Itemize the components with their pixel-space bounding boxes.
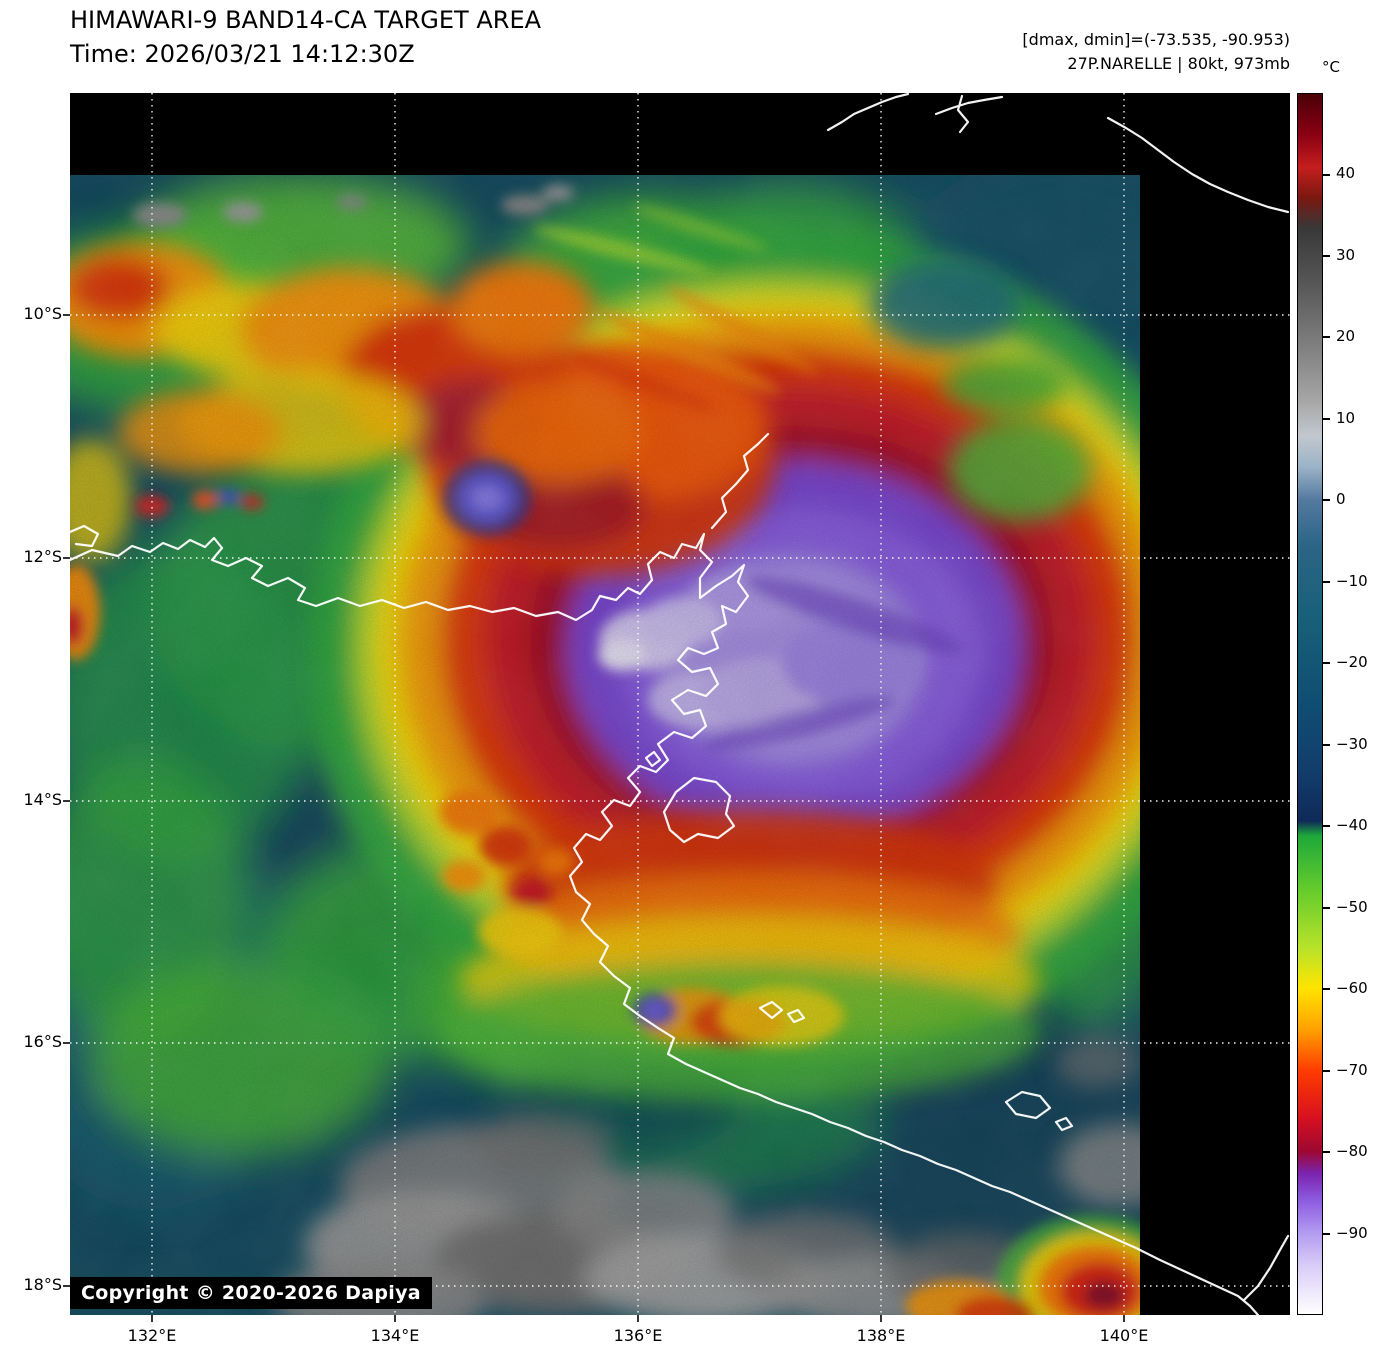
copyright-notice: Copyright © 2020-2026 Dapiya [70,1277,432,1309]
figure-title: HIMAWARI-9 BAND14-CA TARGET AREA [70,6,542,34]
satellite-imagery [70,175,1140,1315]
colorbar-tick-label: −50 [1336,898,1368,916]
coastline-mornington-island [1004,1090,1074,1132]
coastline-pellew-islands [758,1000,806,1024]
dmax-dmin-label: [dmax, dmin]=(-73.535, -90.953) [1022,30,1290,49]
colorbar-tick-label: −90 [1336,1224,1368,1242]
colorbar-tick-label: 20 [1336,327,1356,345]
colorbar-tick-label: 10 [1336,409,1356,427]
lat-tick-label-14s: 14°S [23,790,62,809]
lon-tick-label-140e: 140°E [1099,1326,1149,1345]
lon-tick-label-138e: 138°E [856,1326,906,1345]
colorbar-tick [1323,336,1330,338]
coastline-groote-eylandt [662,776,736,844]
lon-tick-label-136e: 136°E [613,1326,663,1345]
colorbar-tick-label: −80 [1336,1142,1368,1160]
colorbar-tick [1323,1070,1330,1072]
lon-tick-label-134e: 134°E [370,1326,420,1345]
colorbar-tick [1323,1233,1330,1235]
colorbar-tick [1323,1151,1330,1153]
colorbar-tick-label: −10 [1336,572,1368,590]
colorbar-tick [1323,907,1330,909]
colorbar-tick [1323,744,1330,746]
colorbar-tick [1323,581,1330,583]
colorbar-tick [1323,499,1330,501]
colorbar-tick-label: −70 [1336,1061,1368,1079]
colorbar-tick [1323,988,1330,990]
colorbar-unit-label: °C [1322,58,1340,76]
coastline-melville-island [70,524,100,548]
lat-tick-label-10s: 10°S [23,304,62,323]
lat-tick-label-18s: 18°S [23,1275,62,1294]
colorbar-tick-label: −60 [1336,979,1368,997]
axis-tick-marks [63,314,1125,1322]
colorbar-tick [1323,174,1330,176]
colorbar-tick-label: −40 [1336,816,1368,834]
figure-timestamp: Time: 2026/03/21 14:12:30Z [70,40,415,68]
storm-info-label: 27P.NARELLE | 80kt, 973mb [1067,54,1290,73]
coastline-new-guinea [826,93,1290,214]
colorbar-tick-label: 0 [1336,490,1346,508]
coastline-cape-york [1242,1234,1290,1302]
lat-tick-label-16s: 16°S [23,1032,62,1051]
lat-tick-label-12s: 12°S [23,547,62,566]
colorbar-tick [1323,418,1330,420]
colorbar [1297,93,1323,1315]
colorbar-tick-label: −20 [1336,653,1368,671]
colorbar-tick [1323,825,1330,827]
lon-tick-label-132e: 132°E [127,1326,177,1345]
colorbar-tick-label: 40 [1336,164,1356,182]
coastlines [70,93,1290,1315]
colorbar-tick [1323,662,1330,664]
colorbar-tick-label: −30 [1336,735,1368,753]
coastline-australia [70,532,1260,1315]
coastline-island-small [644,750,662,768]
coastline-wessel-islands [710,432,770,530]
colorbar-tick-label: 30 [1336,246,1356,264]
colorbar-tick [1323,255,1330,257]
